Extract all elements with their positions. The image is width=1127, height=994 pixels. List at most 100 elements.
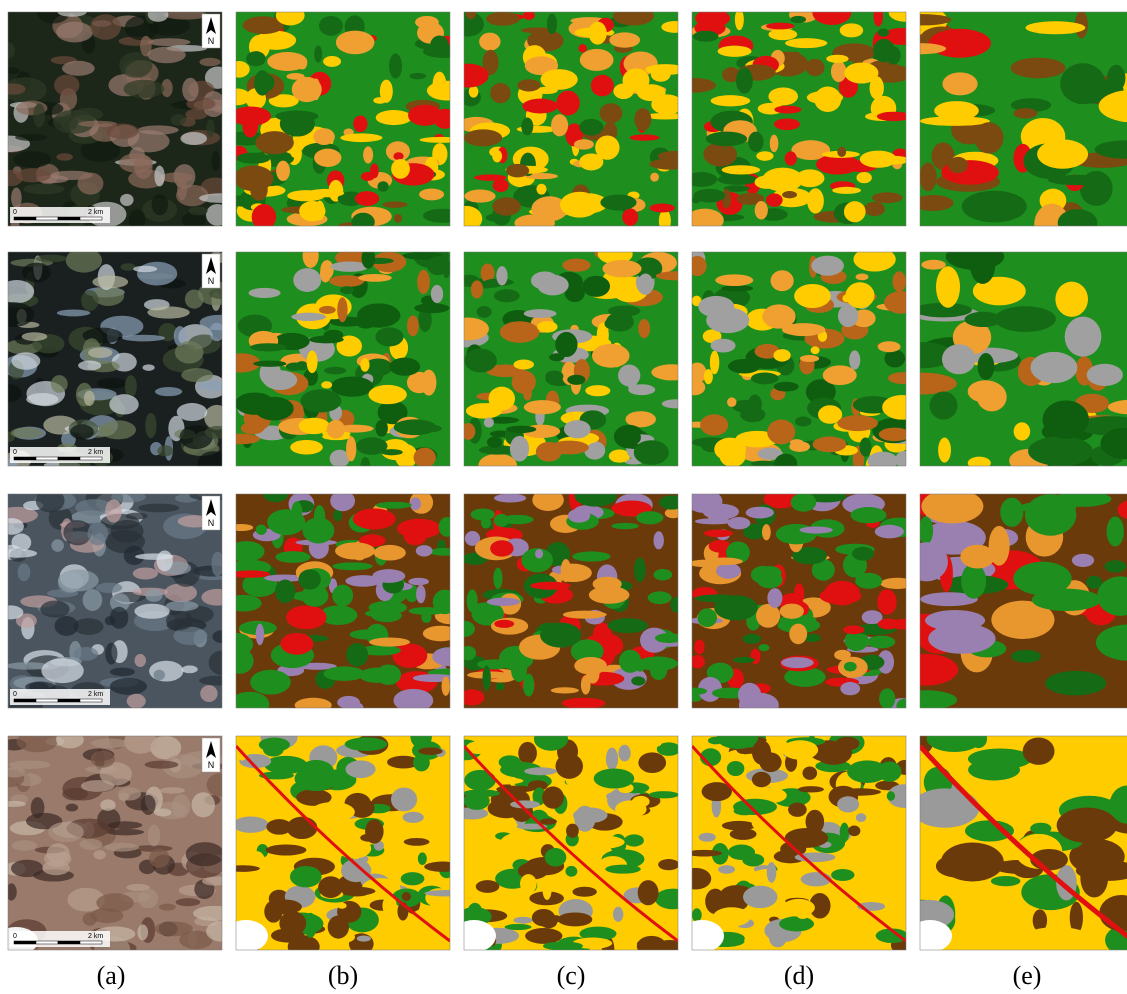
land-patch [154,809,171,817]
land-patch [97,378,128,389]
land-patch [537,275,569,296]
land-patch [126,513,148,520]
land-patch [919,517,933,545]
land-patch [807,188,824,213]
land-patch [318,876,343,898]
land-patch [637,940,658,947]
classification-map [454,485,687,708]
land-patch [718,46,752,57]
land-patch [6,883,17,900]
land-patch [743,886,777,908]
land-patch [579,154,603,171]
land-patch [433,72,447,97]
land-patch [695,518,733,524]
land-patch [484,417,494,427]
land-patch [567,375,585,385]
land-patch [919,163,936,192]
land-patch [55,616,79,636]
land-patch [622,208,638,226]
land-patch [673,78,716,93]
land-patch [482,665,490,690]
land-patch [328,915,349,938]
land-patch [637,657,677,671]
classification-map [219,487,468,717]
land-patch [536,442,562,462]
land-patch [376,502,412,509]
land-patch [774,382,799,392]
land-patch [654,730,663,746]
land-patch [267,509,305,535]
land-patch [710,351,719,375]
land-patch [374,545,406,561]
land-patch [0,280,34,303]
land-patch [56,731,84,748]
land-patch [389,358,420,376]
land-patch [100,799,115,810]
land-patch [655,889,691,910]
cloud [452,920,496,952]
land-patch [551,114,568,136]
north-label: N [208,760,215,770]
land-patch [295,698,332,713]
land-patch [826,55,848,63]
land-patch [104,843,139,852]
land-patch [968,457,991,470]
land-patch [105,499,122,522]
land-patch [332,562,372,570]
land-patch [856,813,866,822]
land-patch [714,438,746,461]
land-patch [855,573,882,589]
land-patch [889,3,922,21]
land-patch [133,567,158,579]
land-patch [327,420,345,439]
land-patch [263,370,297,390]
land-patch [199,58,220,67]
land-patch [1045,671,1106,696]
land-patch [430,36,449,56]
land-patch [365,610,384,616]
land-patch [600,103,623,123]
land-patch [418,852,427,865]
land-patch [542,786,564,808]
land-patch [773,349,790,361]
scale-start: 0 [13,449,17,456]
land-patch [716,563,741,579]
land-patch [266,899,302,914]
land-patch [785,151,797,165]
land-patch [57,309,90,316]
land-patch [250,670,291,695]
land-patch [686,850,723,857]
land-patch [564,420,591,438]
land-patch [12,840,37,851]
land-patch [290,440,323,455]
land-patch [613,7,654,26]
land-patch [840,682,860,695]
land-patch [837,147,846,157]
land-patch [844,662,857,672]
land-patch [478,454,517,477]
land-patch [427,811,466,828]
land-patch [393,689,433,712]
land-patch [964,312,1002,327]
scale-segment [14,457,36,460]
land-patch [742,854,764,867]
land-patch [838,788,881,795]
land-patch [341,859,371,882]
land-patch [314,46,322,63]
land-patch [479,33,500,51]
land-patch [110,678,147,695]
land-patch [873,39,895,62]
land-patch [532,909,555,926]
land-patch [821,937,839,959]
land-patch [193,906,235,921]
classification-map [224,5,468,231]
land-patch [771,270,794,291]
land-patch [779,916,814,931]
land-patch [649,791,679,798]
land-patch [77,172,103,194]
land-patch [41,658,83,683]
land-patch [618,745,630,762]
land-patch [860,437,872,456]
land-patch [864,202,885,216]
land-patch [226,595,262,612]
